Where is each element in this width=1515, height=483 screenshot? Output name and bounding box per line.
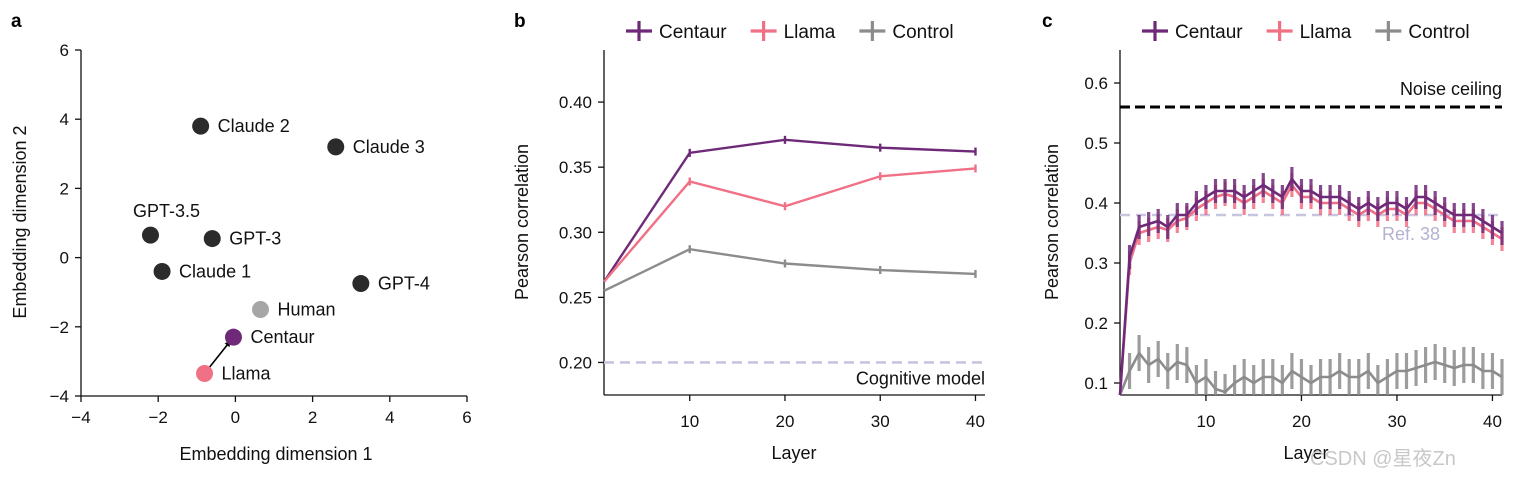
scatter-point-llama	[196, 365, 214, 383]
panel-a-xtick-label: −4	[71, 408, 90, 427]
panel-b-ytick-label: 0.25	[559, 288, 592, 307]
panel-b-ytick-label: 0.40	[559, 93, 592, 112]
watermark: CSDN @星夜Zn	[1310, 447, 1456, 470]
panel-a-xlabel: Embedding dimension 1	[179, 444, 372, 464]
noise-ceiling-label: Noise ceiling	[1400, 79, 1502, 99]
legend-label-llama: Llama	[784, 22, 836, 43]
panel-c-ytick-label: 0.3	[1084, 254, 1108, 273]
panel-b-xtick-label: 30	[871, 412, 890, 431]
panel-b-ylabel: Pearson correlation	[512, 144, 532, 300]
series-line-centaur	[1118, 177, 1503, 396]
panel-a-ytick-label: −2	[50, 318, 69, 337]
scatter-point-label: GPT-3.5	[133, 201, 200, 221]
series-line-centaur	[603, 138, 976, 283]
scatter-point-label: Human	[277, 300, 335, 320]
panel-c-ytick-label: 0.2	[1084, 314, 1108, 333]
panel-b-xtick-label: 10	[680, 412, 699, 431]
series-line-control	[603, 247, 976, 292]
panel-a-ylabel: Embedding dimension 2	[10, 125, 30, 318]
panel-c-ylabel: Pearson correlation	[1042, 144, 1062, 300]
panel-b-xtick-label: 20	[776, 412, 795, 431]
scatter-point-label: Claude 3	[353, 137, 425, 157]
scatter-point-label: Centaur	[250, 327, 314, 347]
panel-a-xtick-label: −2	[149, 408, 168, 427]
panel-c-label: c	[1042, 11, 1053, 32]
legend-label-control: Control	[892, 22, 953, 43]
scatter-point-centaur	[224, 328, 242, 346]
panel-c-xtick-label: 20	[1292, 412, 1311, 431]
scatter-point-claude-3	[327, 138, 345, 156]
panel-c-xlabel: Layer	[1283, 443, 1328, 463]
panel-b-xlabel: Layer	[771, 443, 816, 463]
series-line-control	[1118, 351, 1503, 396]
legend-label-llama: Llama	[1300, 22, 1352, 43]
panel-c-ytick-label: 0.5	[1084, 134, 1108, 153]
panel-a-xtick-label: 4	[385, 408, 394, 427]
panel-c-xtick-label: 30	[1387, 412, 1406, 431]
scatter-point-label: GPT-4	[378, 274, 430, 294]
panel-c-ytick-label: 0.1	[1084, 374, 1108, 393]
panel-b-ytick-label: 0.35	[559, 158, 592, 177]
panel-b-ytick-label: 0.30	[559, 223, 592, 242]
cognitive-model-label: Cognitive model	[856, 368, 985, 388]
scatter-point-label: Claude 1	[179, 261, 251, 281]
scatter-point-human	[251, 301, 269, 318]
panel-c-line-chart: Noise ceiling Ref. 38 10 20 30 40 0.1 0.2 0.3 0…	[1042, 21, 1504, 463]
panel-a-xtick-label: 0	[231, 408, 240, 427]
ref-38-label: Ref. 38	[1382, 224, 1440, 244]
panel-a-ytick-label: 2	[60, 179, 69, 198]
panel-c-xtick-label: 10	[1196, 412, 1215, 431]
panel-c-ytick-label: 0.4	[1084, 194, 1108, 213]
panel-a-ytick-label: 0	[60, 249, 69, 268]
panel-a-scatter: −4 −2 0 2 4 6 −4 −2 0 2 4 6 Claude 2 Claude 3 GPT-3.…	[10, 41, 472, 464]
legend-label-centaur: Centaur	[1175, 22, 1243, 43]
panel-b-xtick-label: 40	[966, 412, 985, 431]
legend-label-control: Control	[1408, 22, 1469, 43]
panel-b-line-chart: Cognitive model 10 20 30 40 0.20 0.25 0.30 0.3…	[512, 21, 985, 463]
legend-label-centaur: Centaur	[659, 22, 727, 43]
panel-b-label: b	[514, 11, 526, 32]
scatter-point-label: Claude 2	[218, 116, 290, 136]
panel-a-xtick-label: 6	[462, 408, 471, 427]
scatter-point-gpt-3	[203, 230, 221, 248]
panel-a-ytick-label: 6	[60, 41, 69, 60]
scatter-point-gpt-4	[352, 275, 370, 293]
panel-c-ytick-label: 0.6	[1084, 74, 1108, 93]
scatter-point-label: Llama	[222, 364, 272, 384]
panel-c-xtick-label: 40	[1483, 412, 1502, 431]
panel-a-xtick-label: 2	[308, 408, 317, 427]
panel-a-ytick-label: 4	[60, 110, 69, 129]
panel-a-label: a	[11, 11, 22, 32]
panel-a-ytick-label: −4	[50, 387, 69, 406]
panel-b-ytick-label: 0.20	[559, 353, 592, 372]
scatter-point-gpt-3-5	[141, 226, 159, 244]
scatter-point-claude-2	[192, 117, 210, 135]
scatter-point-label: GPT-3	[229, 229, 281, 249]
scatter-point-claude-1	[153, 262, 171, 280]
